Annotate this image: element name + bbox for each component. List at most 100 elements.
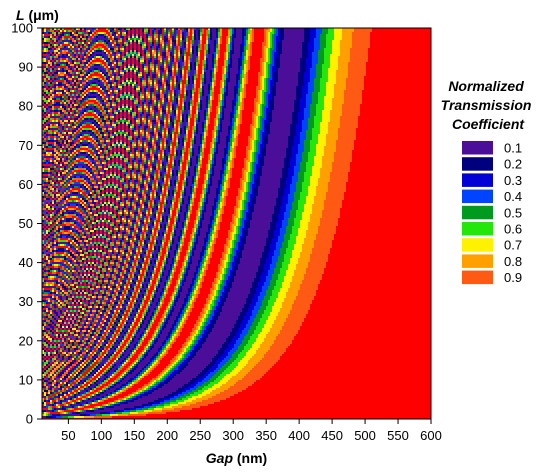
contour-cell <box>54 366 56 368</box>
contour-cell <box>50 106 52 108</box>
contour-cell <box>78 32 80 34</box>
contour-cell <box>100 130 102 132</box>
contour-cell <box>76 296 78 298</box>
contour-cell <box>62 394 64 396</box>
contour-cell <box>104 190 106 192</box>
contour-cell <box>96 162 98 164</box>
contour-cell <box>84 158 86 160</box>
contour-cell <box>48 356 50 358</box>
contour-cell <box>84 244 86 246</box>
contour-cell <box>42 132 44 134</box>
contour-cell <box>88 412 90 414</box>
contour-cell <box>64 176 66 178</box>
contour-cell <box>70 128 72 130</box>
contour-cell <box>68 208 70 210</box>
contour-cell <box>106 344 108 346</box>
contour-cell <box>44 250 46 254</box>
contour-cell <box>92 92 94 94</box>
contour-cell <box>80 340 82 342</box>
contour-cell <box>90 46 92 48</box>
contour-cell <box>84 230 86 232</box>
contour-cell <box>56 28 58 30</box>
contour-cell <box>92 414 94 416</box>
contour-cell <box>68 124 70 126</box>
contour-cell <box>62 330 64 332</box>
contour-cell <box>92 228 94 230</box>
contour-cell <box>52 396 54 398</box>
contour-cell <box>90 68 92 70</box>
contour-cell <box>50 374 52 376</box>
contour-cell <box>100 56 102 58</box>
contour-cell <box>90 374 92 376</box>
contour-cell <box>50 50 52 52</box>
contour-cell <box>82 188 84 190</box>
contour-cell <box>90 284 92 286</box>
contour-cell <box>72 204 74 206</box>
contour-cell <box>56 238 58 240</box>
contour-cell <box>66 86 68 88</box>
contour-cell <box>44 360 46 362</box>
contour-cell <box>52 94 54 96</box>
contour-cell <box>102 178 104 180</box>
contour-cell <box>44 152 46 154</box>
contour-cell <box>70 166 72 168</box>
contour-cell <box>48 362 50 364</box>
contour-cell <box>72 320 74 324</box>
contour-cell <box>50 68 52 70</box>
contour-cell <box>88 402 90 404</box>
contour-cell <box>78 264 80 266</box>
contour-cell <box>88 140 90 142</box>
contour-cell <box>104 184 106 186</box>
contour-cell <box>80 134 82 136</box>
contour-cell <box>96 70 98 72</box>
contour-cell <box>92 370 94 372</box>
contour-cell <box>46 286 48 288</box>
contour-cell <box>42 50 44 52</box>
contour-cell <box>86 326 88 328</box>
contour-cell <box>88 208 90 210</box>
contour-cell <box>80 360 82 364</box>
contour-cell <box>84 78 86 80</box>
contour-cell <box>76 406 78 408</box>
contour-cell <box>94 38 96 42</box>
contour-cell <box>64 324 66 326</box>
contour-cell <box>106 362 108 364</box>
contour-cell <box>92 82 94 84</box>
contour-cell <box>74 92 76 94</box>
contour-cell <box>46 100 48 102</box>
contour-cell <box>46 378 48 380</box>
contour-cell <box>66 336 68 338</box>
contour-cell <box>78 312 80 314</box>
contour-cell <box>82 210 84 212</box>
contour-cell <box>82 80 84 82</box>
contour-cell <box>56 186 58 188</box>
contour-cell <box>44 240 46 244</box>
contour-cell <box>48 178 50 180</box>
contour-cell <box>106 36 108 38</box>
contour-cell <box>94 366 96 368</box>
contour-cell <box>86 106 88 108</box>
contour-cell <box>42 184 44 186</box>
contour-cell <box>64 390 66 392</box>
contour-cell <box>48 244 50 246</box>
contour-cell <box>66 70 68 74</box>
contour-cell <box>90 310 92 312</box>
contour-cell <box>76 114 78 116</box>
contour-cell <box>70 126 72 128</box>
contour-cell <box>92 72 94 74</box>
contour-cell <box>84 322 86 324</box>
contour-cell <box>52 358 54 360</box>
contour-cell <box>80 344 82 346</box>
contour-cell <box>52 88 54 90</box>
contour-cell <box>50 44 52 46</box>
contour-cell <box>72 120 74 122</box>
contour-cell <box>70 356 72 358</box>
contour-cell <box>46 182 48 184</box>
contour-cell <box>70 90 72 92</box>
contour-cell <box>64 38 66 40</box>
contour-cell <box>58 76 60 78</box>
contour-cell <box>82 168 84 170</box>
contour-cell <box>62 40 64 42</box>
contour-cell <box>84 144 86 146</box>
contour-cell <box>66 96 68 98</box>
